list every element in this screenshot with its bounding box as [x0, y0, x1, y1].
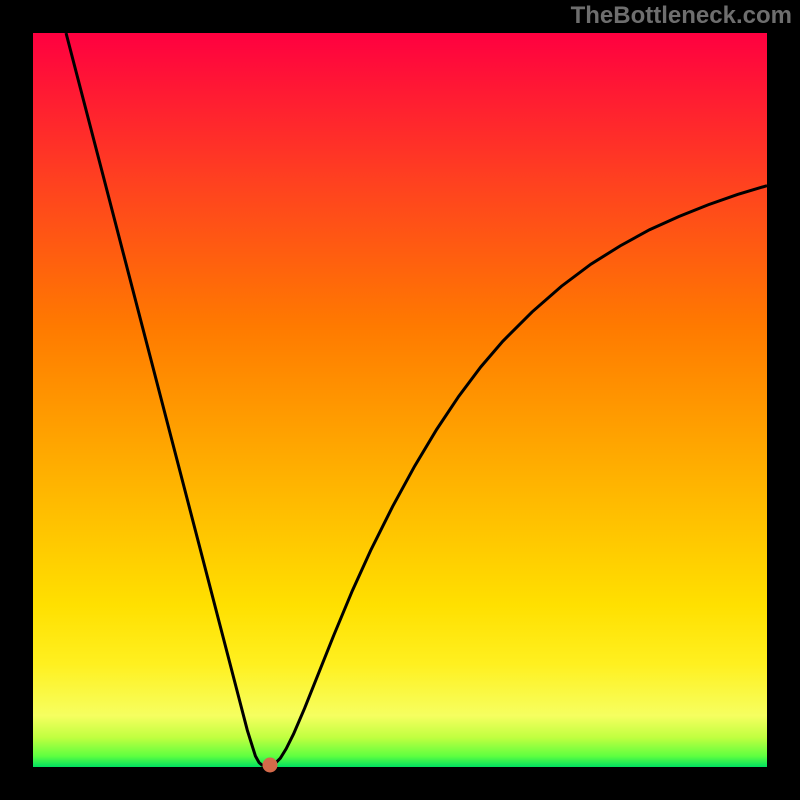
plot-area — [33, 33, 767, 767]
chart-container: TheBottleneck.com — [0, 0, 800, 800]
curve-svg — [33, 33, 767, 767]
bottleneck-curve — [66, 33, 767, 766]
optimum-marker — [263, 757, 278, 772]
watermark-text: TheBottleneck.com — [571, 2, 792, 30]
